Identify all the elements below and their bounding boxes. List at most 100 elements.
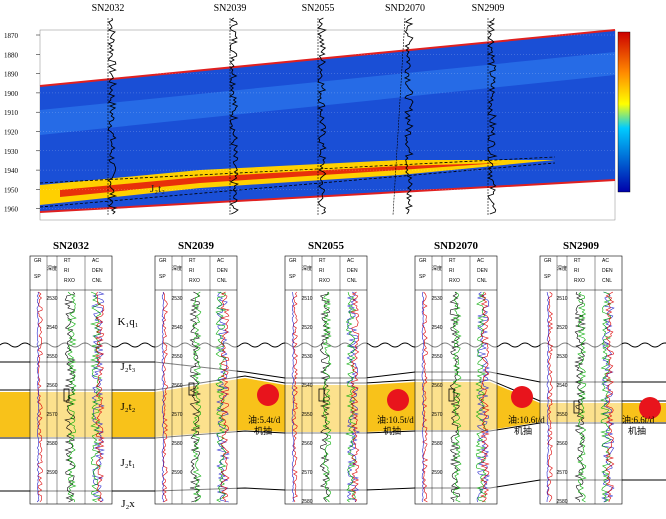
well-name: SN2032 <box>92 3 125 14</box>
depth-tick-label: 2580 <box>431 441 442 447</box>
log-header: RT <box>449 258 456 264</box>
ri-curve <box>452 291 462 503</box>
well-name: SND2070 <box>434 240 479 252</box>
depth-label: 1900 <box>4 90 19 98</box>
oil-rate: 油:5.4t/d <box>248 414 281 425</box>
rt-curve <box>319 292 331 503</box>
log-header: DEN <box>217 268 228 274</box>
depth-tick-label: 2510 <box>556 296 567 302</box>
perforation <box>63 388 70 402</box>
depth-tick-label: 2570 <box>301 470 312 476</box>
oil-marker <box>639 397 661 419</box>
depth-tick-label: 2520 <box>556 325 567 331</box>
layer-label: J₂t₂ <box>120 401 135 413</box>
depth-tick-label: 2510 <box>301 296 312 302</box>
well-name: SND2070 <box>385 3 425 14</box>
perforation <box>188 382 195 396</box>
log-header: SP <box>289 274 296 280</box>
log-header: RXO <box>64 278 75 284</box>
ri-curve <box>192 291 202 503</box>
colorbar <box>617 31 631 193</box>
depth-tick-label: 2580 <box>556 499 567 505</box>
log-header: DEN <box>602 268 613 274</box>
depth-tick-label: 2540 <box>171 325 182 331</box>
log-header: RT <box>319 258 326 264</box>
depth-label: 1910 <box>4 109 19 117</box>
log-header: RI <box>189 268 194 274</box>
well-log <box>229 17 239 215</box>
sp-curve <box>161 291 165 503</box>
bottom-edge <box>39 179 616 213</box>
top-edge <box>39 29 616 87</box>
gr-curve <box>546 291 554 503</box>
sp-curve <box>291 291 295 503</box>
log-header: GR <box>544 258 552 264</box>
log-header: AC <box>602 258 609 264</box>
horizon-label: J₂t₂ <box>150 183 165 195</box>
depth-label: 1920 <box>4 129 19 137</box>
log-header: RI <box>319 268 324 274</box>
log-header: DEN <box>477 268 488 274</box>
oil-marker <box>387 389 409 411</box>
lift-method: 机抽 <box>628 425 646 436</box>
gr-curve <box>37 291 43 503</box>
well-log <box>403 17 414 215</box>
depth-tick-label: 2550 <box>301 412 312 418</box>
rt-curve <box>189 291 202 503</box>
well-name: SN2039 <box>214 3 247 14</box>
depth-tick-label: 2580 <box>46 441 57 447</box>
depth-tick-label: 2570 <box>556 470 567 476</box>
oil-marker <box>511 386 533 408</box>
gr-curve <box>162 291 168 503</box>
log-header: GR <box>34 258 42 264</box>
log-header: RT <box>64 258 71 264</box>
well-name: SN2909 <box>472 3 505 14</box>
log-header: AC <box>92 258 99 264</box>
log-header: SP <box>34 274 41 280</box>
layer-label: J₂t₁ <box>120 457 135 469</box>
well-name: SN2032 <box>53 240 90 252</box>
perforation <box>573 400 580 414</box>
depth-tick-label: 2560 <box>46 383 57 389</box>
den-curve <box>350 291 360 503</box>
depth-tick-label: 2530 <box>171 296 182 302</box>
depth-header: 深度 <box>47 265 57 272</box>
ri-curve <box>322 291 332 503</box>
depth-tick-label: 2570 <box>46 412 57 418</box>
depth-tick-label: 2520 <box>301 325 312 331</box>
depth-tick-label: 2580 <box>301 499 312 505</box>
horizon-base <box>39 162 556 208</box>
well-name: SN2055 <box>302 3 335 14</box>
log-header: RT <box>189 258 196 264</box>
log-header: DEN <box>92 268 103 274</box>
lift-method: 机抽 <box>514 425 532 436</box>
cyan-band <box>40 52 615 135</box>
depth-label: 1930 <box>4 148 19 156</box>
log-header: CNL <box>92 278 102 284</box>
log-header: RT <box>574 258 581 264</box>
depth-tick-label: 2590 <box>46 470 57 476</box>
log-header: AC <box>217 258 224 264</box>
log-header: RXO <box>449 278 460 284</box>
log-header: CNL <box>477 278 487 284</box>
layer-label: K₁q₁ <box>117 316 138 328</box>
gr-curve <box>422 291 429 503</box>
depth-label: 1960 <box>4 206 19 214</box>
ri-curve <box>577 291 587 503</box>
ac-curve <box>216 291 230 503</box>
log-header: RI <box>449 268 454 274</box>
cnl-curve <box>600 291 612 503</box>
well-log <box>316 17 327 215</box>
log-header: AC <box>347 258 354 264</box>
well-name: SN2055 <box>308 240 345 252</box>
depth-tick-label: 2540 <box>46 325 57 331</box>
cnl-curve <box>215 291 227 503</box>
depth-tick-label: 2560 <box>431 383 442 389</box>
depth-label: 1940 <box>4 167 19 175</box>
oil-rate: 油:10.5t/d <box>377 414 414 425</box>
depth-tick-label: 2550 <box>171 354 182 360</box>
depth-tick-label: 2570 <box>171 412 182 418</box>
log-header: RXO <box>574 278 585 284</box>
log-header: CNL <box>602 278 612 284</box>
den-curve <box>220 291 230 503</box>
